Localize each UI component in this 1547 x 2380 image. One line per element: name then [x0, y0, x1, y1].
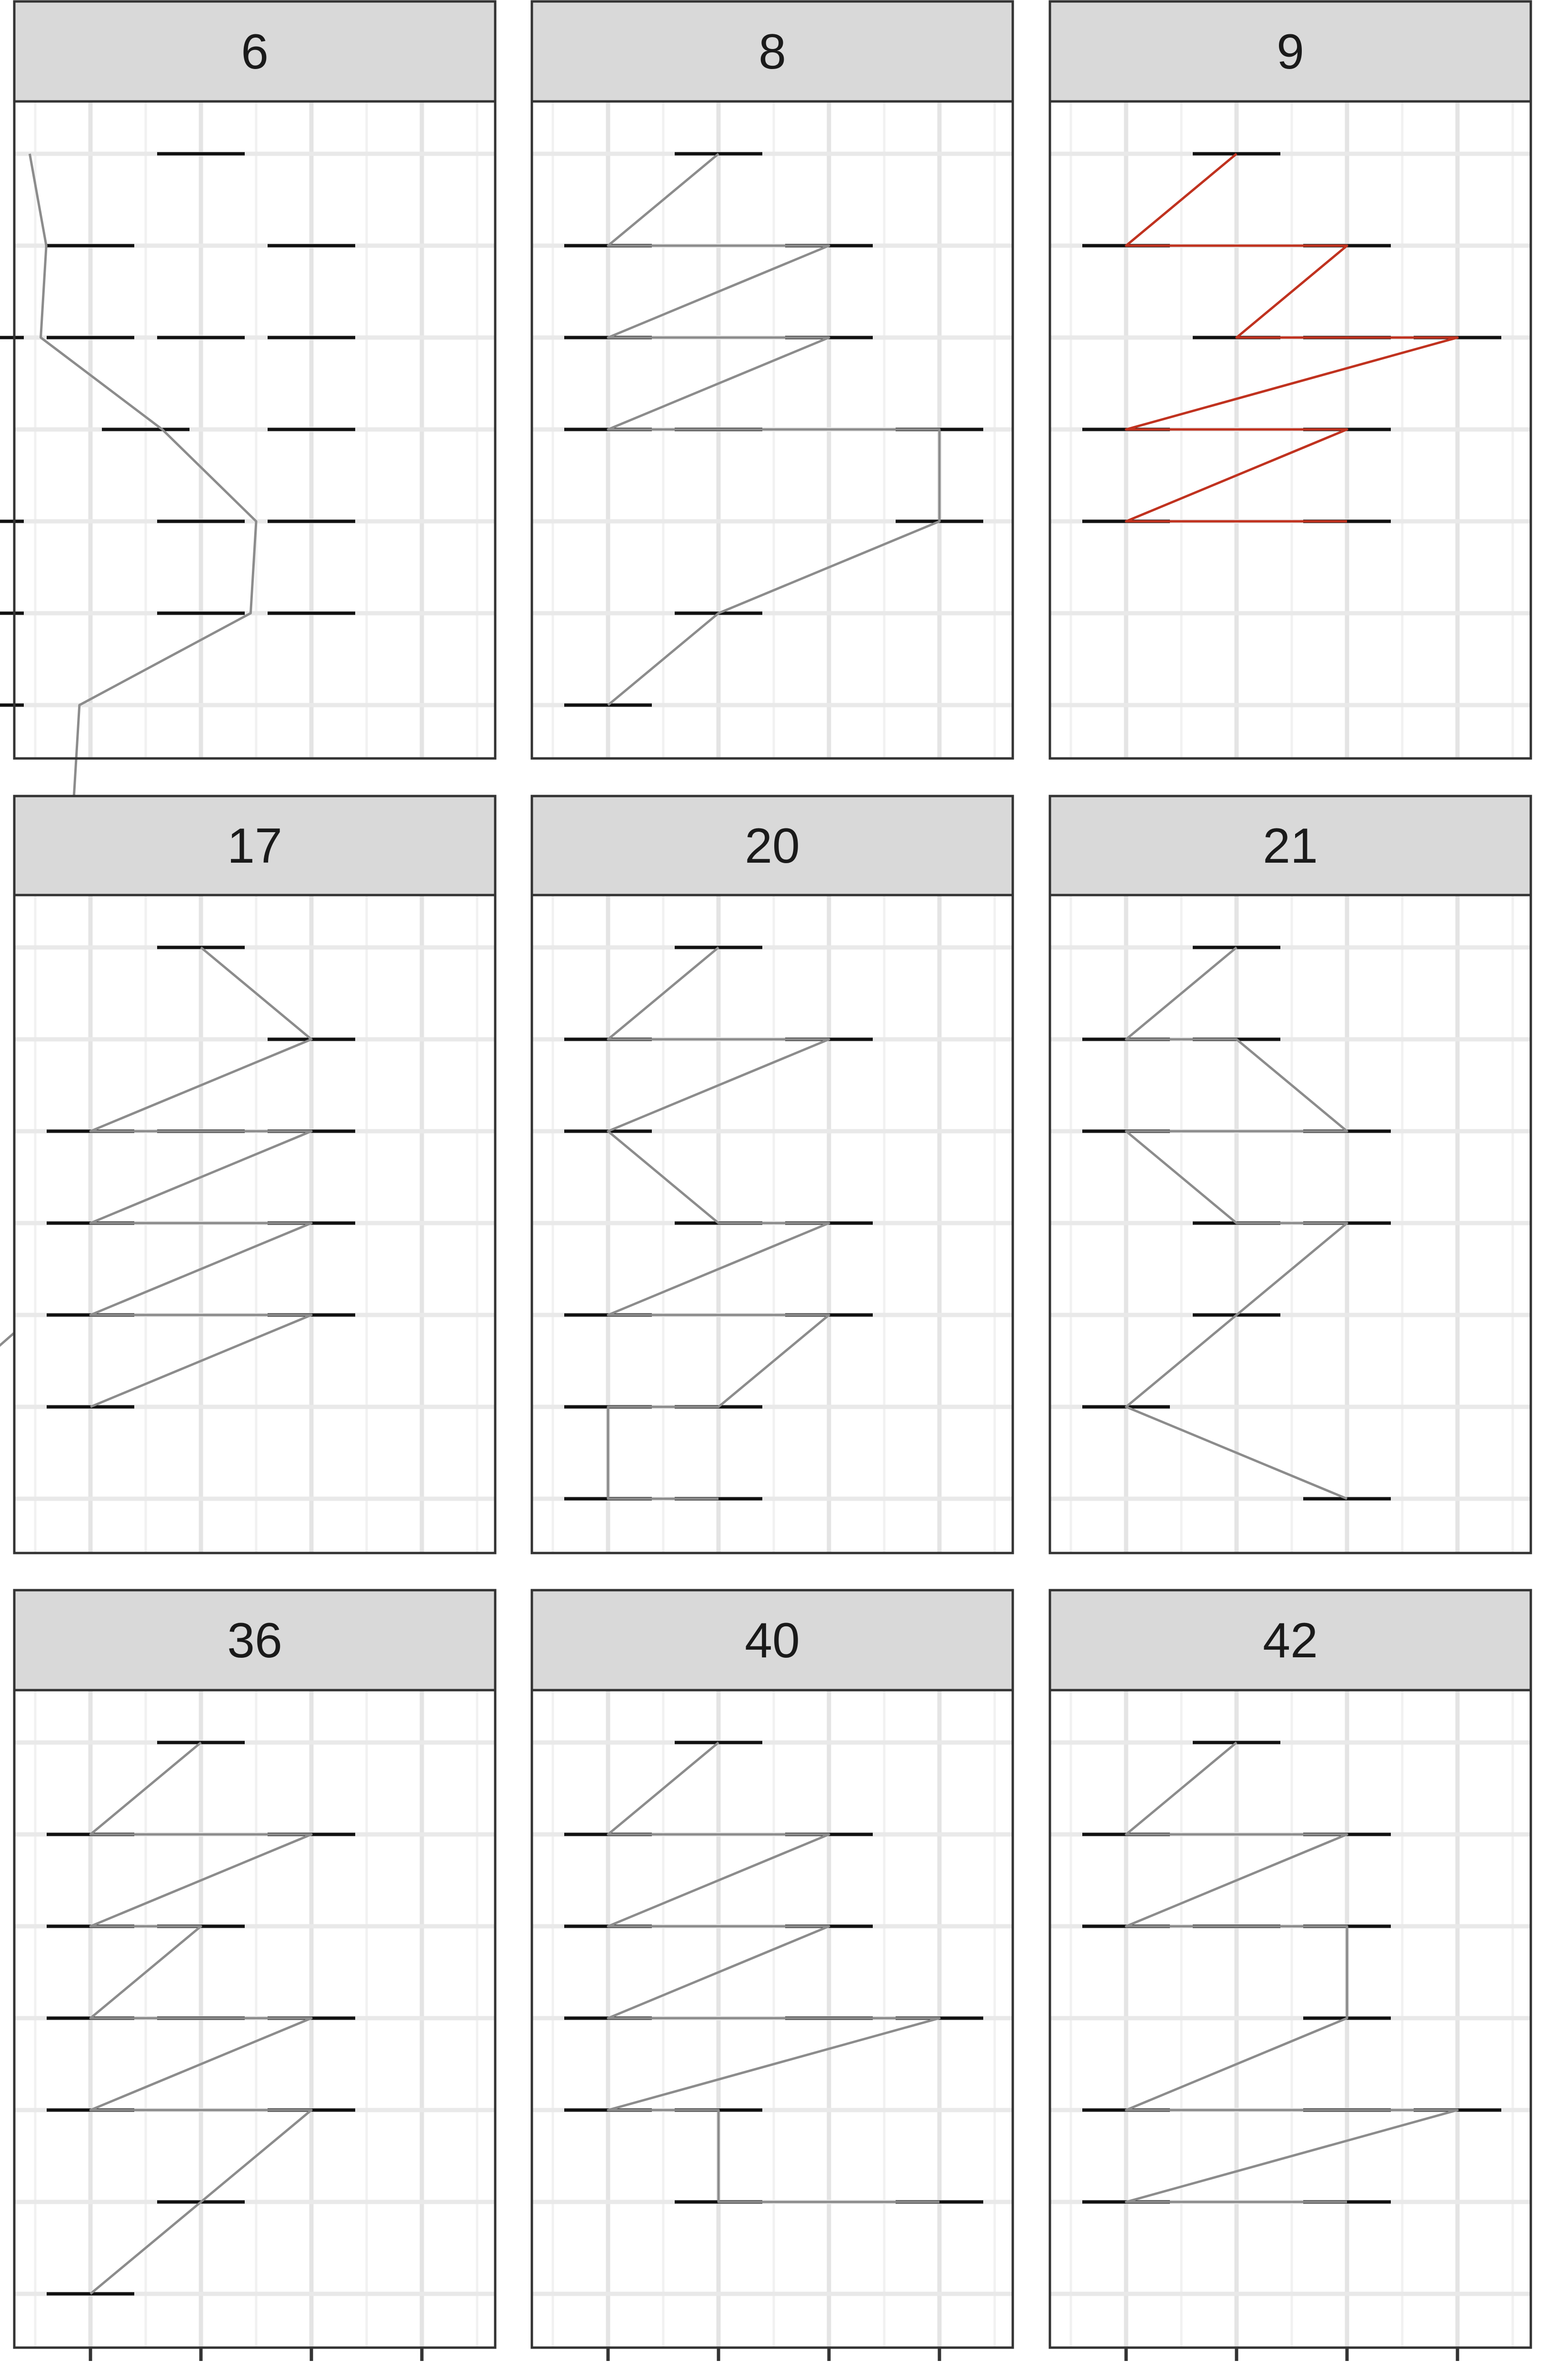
path-line [607, 153, 941, 706]
facet-strip [1048, 0, 1532, 103]
path-line [607, 946, 830, 1500]
path-line [607, 1742, 941, 2203]
facet-panel-40: 40 [530, 1589, 1014, 2361]
facet-panel-6: 6 [0, 0, 497, 1347]
facet-label: 17 [227, 818, 282, 874]
facet-label: 8 [759, 24, 786, 80]
facet-strip [530, 1589, 1014, 1692]
panel-border [530, 100, 1014, 760]
facet-label: 9 [1277, 24, 1304, 80]
facet-label: 36 [227, 1613, 282, 1668]
facet-panel-8: 8 [530, 0, 1014, 760]
panel-border [13, 1689, 497, 2349]
facet-strip [13, 0, 497, 103]
facet-strip [1048, 795, 1532, 896]
path-line [1125, 1742, 1459, 2203]
panel-border [1048, 894, 1532, 1554]
facet-panel-17: 17 [13, 795, 497, 1554]
panel-border [1048, 100, 1532, 760]
facet-panel-42: 42 [1048, 1589, 1532, 2361]
panel-border [13, 894, 497, 1554]
path-line [1125, 153, 1459, 523]
facet-label: 42 [1263, 1613, 1318, 1668]
path-line [1125, 946, 1348, 1500]
path-line [89, 946, 313, 1408]
facet-panel-36: 36 [13, 1589, 497, 2361]
facet-strip [530, 0, 1014, 103]
facet-label: 20 [745, 818, 800, 874]
panel-border [530, 894, 1014, 1554]
path-line [89, 1742, 313, 2295]
facet-panel-21: 21 [1048, 795, 1532, 1554]
facet-panel-9: 9 [1048, 0, 1532, 760]
panel-border [13, 100, 497, 760]
facet-label: 21 [1263, 818, 1318, 874]
facet-label: 40 [745, 1613, 800, 1668]
facet-strip [530, 795, 1014, 896]
panel-border [1048, 1689, 1532, 2349]
facet-panel-20: 20 [530, 795, 1014, 1554]
facet-strip [13, 1589, 497, 1692]
panel-border [530, 1689, 1014, 2349]
facet-label: 6 [241, 24, 269, 80]
